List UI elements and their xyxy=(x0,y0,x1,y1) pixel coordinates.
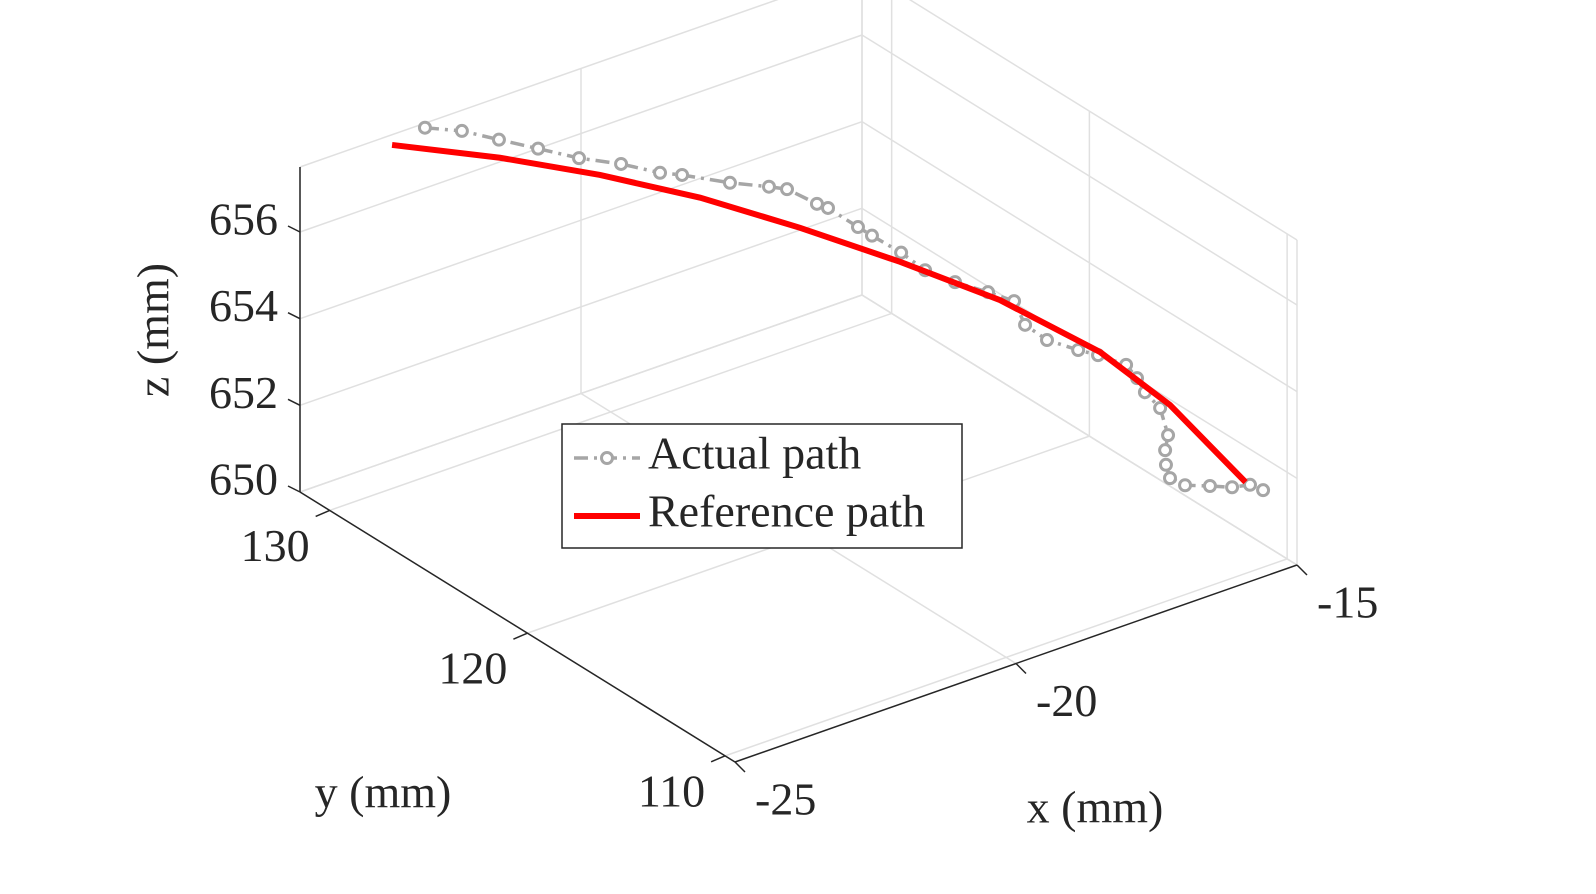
x-tick xyxy=(734,761,746,773)
marker xyxy=(1178,478,1193,493)
marker xyxy=(1256,483,1271,498)
marker xyxy=(491,132,506,147)
box-edge xyxy=(299,294,863,493)
box-edge xyxy=(299,0,779,168)
legend: Actual path Reference path xyxy=(561,423,963,549)
marker xyxy=(761,179,776,194)
marker xyxy=(1242,477,1257,492)
y-axis-label: y (mm) xyxy=(315,767,452,818)
marker xyxy=(809,196,824,211)
z-axis-label: z (mm) xyxy=(128,263,179,397)
y-tick-label: 110 xyxy=(638,765,705,816)
x-tick-label: -20 xyxy=(1036,675,1097,726)
series-line xyxy=(391,141,1248,485)
axes: 650 652 654 656 110 120 130 -25 -20 -15 x (mm) y (m… xyxy=(128,167,1378,833)
marker xyxy=(894,245,909,260)
legend-box xyxy=(561,423,963,549)
box-edge xyxy=(908,0,1298,241)
marker xyxy=(454,123,469,138)
marker xyxy=(531,141,546,156)
grid-line xyxy=(724,558,1288,757)
y-tick-label: 120 xyxy=(438,643,507,694)
x-tick-label: -15 xyxy=(1317,577,1378,628)
legend-marker xyxy=(600,451,614,465)
marker xyxy=(722,175,737,190)
grid-line xyxy=(299,207,863,407)
x-tick xyxy=(1296,564,1308,576)
y-axis xyxy=(299,491,736,763)
z-tick xyxy=(287,225,301,233)
grid-line xyxy=(299,120,863,320)
y-tick-label: 130 xyxy=(241,520,310,571)
marker xyxy=(572,151,587,166)
marker xyxy=(821,200,836,215)
legend-label: Actual path xyxy=(648,428,861,479)
y-tick xyxy=(315,509,330,518)
grid-line xyxy=(299,34,863,233)
marker xyxy=(614,156,629,171)
marker xyxy=(1158,457,1173,472)
marker xyxy=(1161,428,1176,443)
marker xyxy=(1040,333,1055,348)
x-tick xyxy=(1015,662,1027,675)
marker xyxy=(1018,317,1033,332)
grid-line xyxy=(861,121,1298,393)
plot-area xyxy=(391,120,1271,498)
marker xyxy=(850,220,865,235)
marker xyxy=(1071,342,1086,357)
z-tick xyxy=(287,485,301,493)
marker xyxy=(1153,401,1168,416)
z-tick-label: 654 xyxy=(209,280,278,331)
marker xyxy=(417,120,432,135)
z-tick-label: 652 xyxy=(209,367,278,418)
y-tick xyxy=(710,755,726,763)
x-axis-label: x (mm) xyxy=(1027,782,1164,833)
marker xyxy=(1158,443,1173,458)
z-tick-label: 656 xyxy=(209,194,278,245)
marker xyxy=(864,228,879,243)
grid-line xyxy=(861,34,1298,306)
grid-line xyxy=(329,312,892,512)
z-tick xyxy=(287,311,301,320)
legend-label: Reference path xyxy=(648,486,925,537)
y-tick xyxy=(513,632,528,640)
x-tick-label: -25 xyxy=(755,774,816,825)
marker xyxy=(780,182,795,197)
marker xyxy=(675,167,690,182)
marker xyxy=(1225,480,1240,495)
z-tick xyxy=(287,398,301,407)
marker xyxy=(653,165,668,180)
z-tick-label: 650 xyxy=(209,454,278,505)
marker xyxy=(1202,478,1217,493)
box-edge xyxy=(861,294,1298,566)
marker xyxy=(1162,471,1177,486)
grid xyxy=(299,0,1298,763)
